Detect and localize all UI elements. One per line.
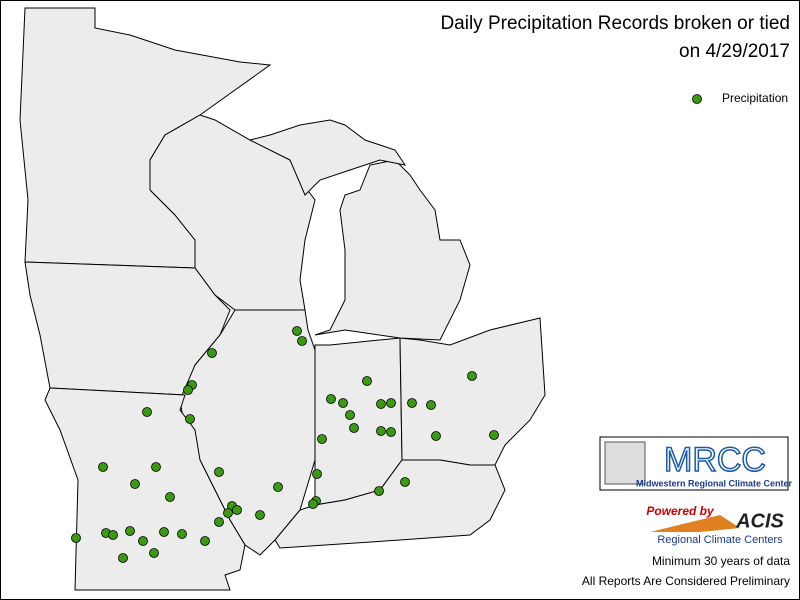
station-dot (200, 536, 210, 546)
station-dot (177, 529, 187, 539)
station-dot (292, 326, 302, 336)
michigan-upper (248, 119, 407, 196)
station-dot (362, 376, 372, 386)
station-dot (431, 431, 441, 441)
station-dot (214, 467, 224, 477)
station-dot (130, 479, 140, 489)
station-dot (207, 348, 217, 358)
station-dot (118, 553, 128, 563)
station-dot (185, 414, 195, 424)
footer-note: Minimum 30 years of data (652, 554, 790, 568)
station-dot (376, 426, 386, 436)
station-dots (71, 326, 499, 563)
mrcc-name: Midwestern Regional Climate Center (636, 478, 793, 488)
station-dot (142, 407, 152, 417)
station-dot (308, 499, 318, 509)
station-dot (400, 477, 410, 487)
powered-by: Powered by (646, 504, 715, 518)
mrcc-text: MRCC (664, 441, 766, 479)
station-dot (214, 517, 224, 527)
station-dot (255, 510, 265, 520)
station-dot (407, 398, 417, 408)
states (19, 7, 546, 591)
station-dot (108, 530, 118, 540)
station-dot (326, 394, 336, 404)
station-dot (345, 410, 355, 420)
michigan-lower (314, 159, 471, 341)
station-dot (312, 469, 322, 479)
station-dot (386, 427, 396, 437)
station-dot (232, 505, 242, 515)
station-dot (273, 482, 283, 492)
kentucky (274, 459, 506, 549)
station-dot (223, 508, 233, 518)
station-dot (338, 398, 348, 408)
station-dot (151, 462, 161, 472)
station-dot (71, 533, 81, 543)
station-dot (317, 434, 327, 444)
title: Daily Precipitation Records broken or ti… (440, 13, 790, 34)
legend-marker (692, 94, 702, 104)
station-dot (386, 398, 396, 408)
station-dot (165, 492, 175, 502)
legend-label: Precipitation (722, 91, 788, 105)
station-dot (183, 385, 193, 395)
station-dot (426, 400, 436, 410)
station-dot (489, 430, 499, 440)
station-dot (98, 462, 108, 472)
station-dot (467, 371, 477, 381)
footer-note: All Reports Are Considered Preliminary (582, 574, 790, 588)
acis-text: ACIS (735, 510, 784, 532)
station-dot (349, 423, 359, 433)
subtitle: on 4/29/2017 (679, 41, 790, 62)
station-dot (374, 486, 384, 496)
rcc-text: Regional Climate Centers (657, 534, 783, 546)
acis-swoosh (650, 515, 740, 532)
station-dot (138, 536, 148, 546)
station-dot (159, 527, 169, 537)
mrcc-map-icon (604, 441, 646, 485)
station-dot (125, 526, 135, 536)
station-dot (149, 548, 159, 558)
station-dot (376, 399, 386, 409)
station-dot (297, 336, 307, 346)
